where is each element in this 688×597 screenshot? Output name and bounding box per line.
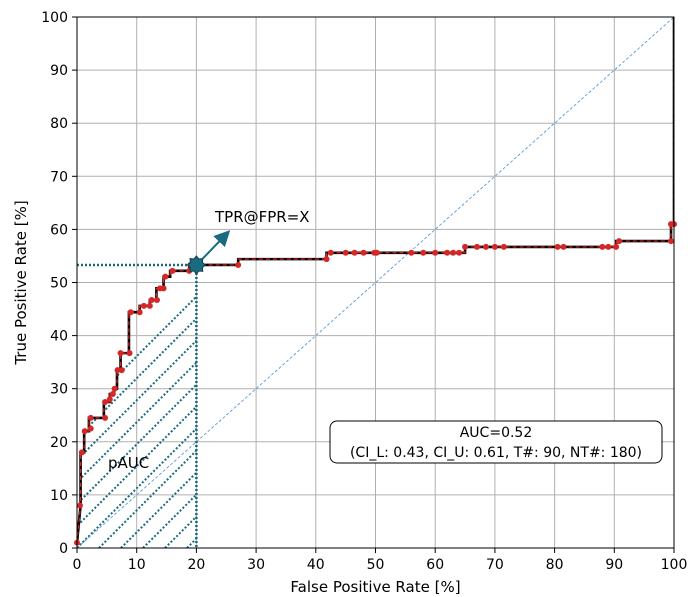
roc-point (444, 249, 451, 256)
roc-point (102, 414, 109, 421)
x-tick-label: 60 (426, 557, 444, 573)
roc-point (87, 414, 94, 421)
roc-point (668, 238, 675, 245)
roc-point (111, 385, 118, 392)
x-tick-label: 100 (661, 557, 688, 573)
roc-point (560, 243, 567, 250)
roc-point (327, 249, 334, 256)
roc-point (136, 309, 143, 316)
x-tick-label: 90 (605, 557, 623, 573)
roc-point (450, 249, 457, 256)
hatch-line (77, 287, 197, 548)
roc-point (605, 243, 612, 250)
roc-point (235, 261, 242, 268)
roc-point (76, 502, 83, 509)
roc-point (146, 302, 153, 309)
x-tick-label: 80 (546, 557, 564, 573)
roc-point (153, 297, 160, 304)
x-tick-label: 50 (367, 557, 385, 573)
hatch-line (142, 287, 197, 548)
y-tick-label: 60 (50, 222, 68, 238)
y-tick-label: 80 (50, 116, 68, 132)
hatch-line (77, 287, 197, 548)
x-tick-label: 40 (307, 557, 325, 573)
roc-point (160, 285, 167, 292)
roc-point (456, 249, 463, 256)
roc-point (613, 243, 620, 250)
roc-point (109, 391, 116, 398)
y-tick-label: 20 (50, 435, 68, 451)
roc-point (432, 249, 439, 256)
roc-point (373, 249, 380, 256)
roc-point (420, 249, 427, 256)
auc-info-box: AUC=0.52 (CI_L: 0.43, CI_U: 0.61, T#: 90… (329, 420, 663, 464)
roc-point (482, 243, 489, 250)
x-tick-label: 30 (247, 557, 265, 573)
roc-point (81, 428, 88, 435)
roc-point (162, 273, 169, 280)
pauc-label: pAUC (108, 454, 149, 472)
y-tick-label: 70 (50, 169, 68, 185)
pauc-hatch (77, 287, 197, 548)
auc-ci-text: (CI_L: 0.43, CI_U: 0.61, T#: 90, NT#: 18… (350, 445, 642, 461)
roc-point (360, 249, 367, 256)
y-tick-label: 0 (59, 541, 68, 557)
y-tick-label: 90 (50, 63, 68, 79)
roc-point (462, 243, 469, 250)
highlight-point (186, 255, 207, 275)
axis-ticks: 0 10 20 30 40 50 60 70 80 90 100 0 10 20 30 40 50 60 70 80 9… (41, 10, 687, 573)
roc-point (126, 350, 133, 357)
roc-point (351, 249, 358, 256)
x-tick-label: 10 (128, 557, 146, 573)
roc-point (102, 398, 109, 405)
x-tick-label: 20 (187, 557, 205, 573)
roc-point (323, 256, 330, 263)
roc-point (127, 309, 134, 316)
y-tick-label: 40 (50, 329, 68, 345)
y-tick-label: 100 (41, 10, 68, 26)
roc-point (342, 249, 349, 256)
roc-point (106, 396, 113, 403)
roc-point (616, 238, 623, 245)
roc-point (599, 243, 606, 250)
roc-point (78, 449, 85, 456)
roc-point (491, 243, 498, 250)
hatch-line (120, 287, 197, 548)
roc-point (169, 267, 176, 274)
roc-point (148, 297, 155, 304)
y-tick-label: 30 (50, 382, 68, 398)
roc-point (140, 302, 147, 309)
roc-point (554, 243, 561, 250)
roc-point (114, 367, 121, 374)
highlight (77, 230, 231, 548)
y-tick-label: 10 (50, 488, 68, 504)
roc-point (117, 350, 124, 357)
x-axis-label: False Positive Rate [%] (290, 578, 460, 596)
roc-point (408, 249, 415, 256)
roc-point (118, 367, 125, 374)
x-tick-label: 70 (486, 557, 504, 573)
chance-diagonal (76, 16, 675, 549)
tpr-annotation-arrow (201, 230, 231, 260)
hatch-line (98, 287, 197, 548)
x-tick-label: 0 (73, 557, 82, 573)
auc-value-text: AUC=0.52 (460, 425, 533, 441)
roc-markers (74, 221, 677, 546)
y-axis-label: True Positive Rate [%] (12, 200, 30, 365)
roc-point (473, 243, 480, 250)
roc-point (500, 243, 507, 250)
y-tick-label: 50 (50, 276, 68, 292)
roc-point (87, 425, 94, 432)
tpr-annotation-label: TPR@FPR=X (214, 208, 310, 226)
